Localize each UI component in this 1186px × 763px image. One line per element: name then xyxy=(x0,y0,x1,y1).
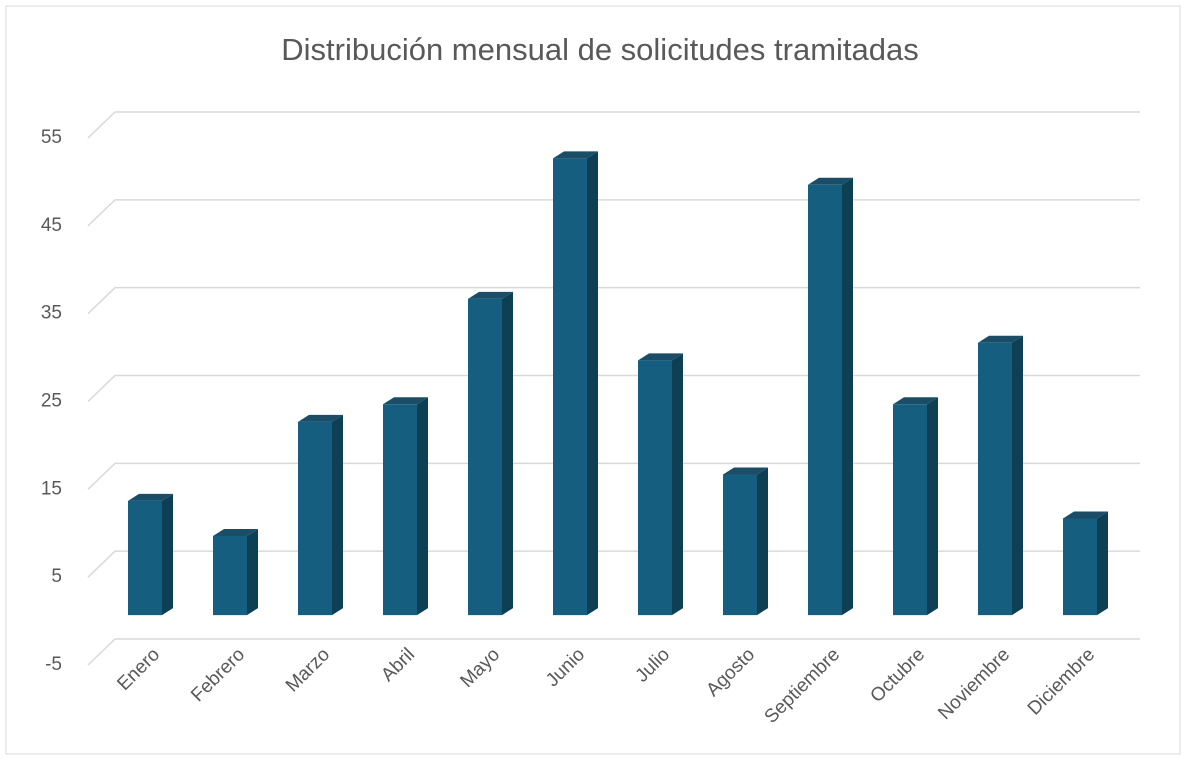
y-tick-label: 45 xyxy=(41,215,62,236)
y-tick-label: 15 xyxy=(41,478,62,499)
y-tick-label: -5 xyxy=(45,654,62,675)
bar-side xyxy=(1097,511,1108,616)
bar xyxy=(1063,511,1108,616)
bar xyxy=(808,177,853,616)
bar xyxy=(213,529,258,616)
bar-side xyxy=(502,291,513,616)
y-tick-label: 5 xyxy=(51,566,62,587)
bar xyxy=(468,291,513,616)
bar-side xyxy=(417,397,428,616)
bar-front xyxy=(553,158,587,616)
bar-front xyxy=(893,404,927,616)
bar-top xyxy=(978,335,1023,343)
bar-top xyxy=(468,291,513,299)
bar-front xyxy=(128,500,162,616)
bar-top xyxy=(723,467,768,475)
bar-front xyxy=(298,421,332,616)
bar-front xyxy=(468,298,502,616)
bar-top xyxy=(638,353,683,361)
bar xyxy=(128,493,173,616)
bar xyxy=(638,353,683,616)
grid-line xyxy=(87,462,1140,490)
bar xyxy=(298,414,343,616)
y-tick-label: 25 xyxy=(41,391,62,412)
y-tick-label: 35 xyxy=(41,303,62,324)
bar xyxy=(553,151,598,616)
bar xyxy=(723,467,768,616)
bar-top xyxy=(383,397,428,405)
bar-front xyxy=(808,184,842,616)
bar-top xyxy=(553,151,598,159)
bar-side xyxy=(247,529,258,616)
bar-side xyxy=(587,151,598,616)
bar-side xyxy=(757,467,768,616)
bar-top xyxy=(808,177,853,185)
bar-top xyxy=(1063,511,1108,519)
bar-top xyxy=(893,397,938,405)
bar-side xyxy=(332,414,343,616)
bar xyxy=(893,397,938,616)
bar-side xyxy=(927,397,938,616)
bar-front xyxy=(213,536,247,616)
bar-top xyxy=(213,529,258,537)
bar xyxy=(383,397,428,616)
bar-side xyxy=(842,177,853,616)
grid-line xyxy=(87,286,1140,315)
grid-line xyxy=(87,374,1140,403)
y-tick-label: 55 xyxy=(41,127,62,148)
grid-line xyxy=(87,550,1140,578)
grid-line xyxy=(87,199,1140,227)
bar xyxy=(978,335,1023,616)
grid-line xyxy=(87,111,1140,139)
bar-side xyxy=(162,493,173,616)
bar-front xyxy=(383,404,417,616)
bar-side xyxy=(672,353,683,616)
bar-front xyxy=(723,474,757,616)
bar-front xyxy=(638,360,672,616)
bar-front xyxy=(978,342,1012,616)
bar-top xyxy=(128,493,173,501)
bar-front xyxy=(1063,518,1097,616)
bar-side xyxy=(1012,335,1023,616)
bar-top xyxy=(298,414,343,422)
grid-line xyxy=(87,638,1140,666)
chart-title: Distribución mensual de solicitudes tram… xyxy=(281,32,919,67)
